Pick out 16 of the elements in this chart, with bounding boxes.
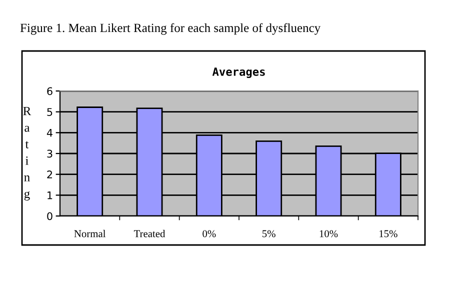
x-tick-label: 5% [262, 230, 276, 238]
y-tick-label: 3 [47, 150, 52, 158]
x-tick-label: 10% [320, 230, 338, 238]
y-tick-label: 5 [47, 108, 52, 116]
y-tick-label: 2 [47, 170, 52, 178]
y-tick-label: 0 [47, 212, 52, 220]
y-axis-title: Rating [23, 106, 32, 201]
y-tick-label: 4 [46, 129, 52, 137]
y-tick-label: 6 [47, 87, 52, 96]
x-tick-label: Treated [134, 230, 166, 238]
chart-title: Averages [212, 68, 265, 78]
y-tick-label: 1 [48, 192, 52, 200]
caption: Figure 1. Mean Likert Rating for each sample of dysfluency [20, 23, 321, 35]
x-tick-label: 15% [380, 230, 398, 238]
x-tick-label: Normal [74, 230, 106, 238]
x-tick-label: 0% [202, 230, 216, 238]
